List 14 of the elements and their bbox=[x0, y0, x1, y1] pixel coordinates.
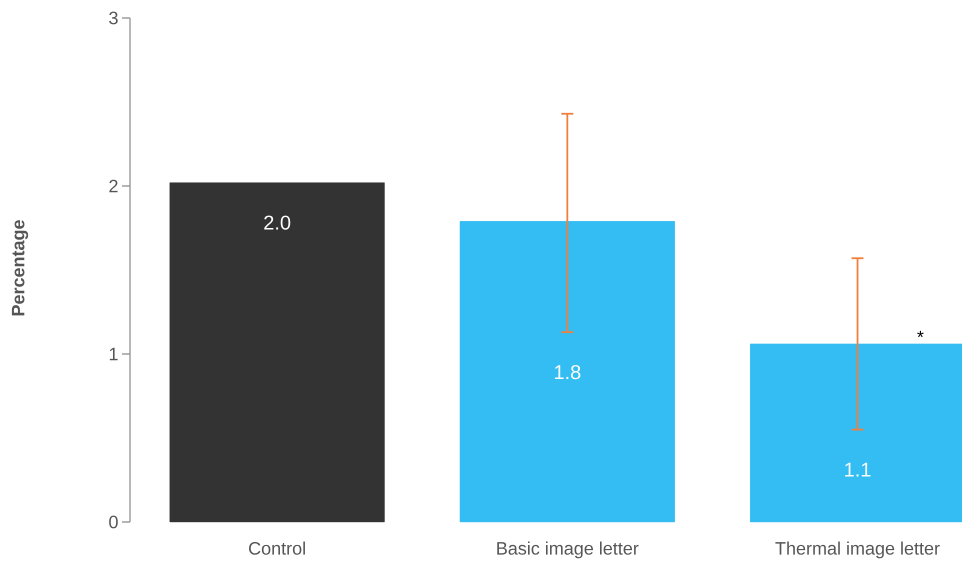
bar bbox=[170, 182, 385, 522]
x-tick-label: Thermal image letter bbox=[775, 542, 940, 558]
x-tick-label: Basic image letter bbox=[497, 542, 639, 558]
y-tick-label: 0 bbox=[109, 516, 118, 528]
data-label: 2.0 bbox=[264, 216, 290, 230]
annotation: * bbox=[917, 330, 924, 338]
data-label: 1.8 bbox=[554, 365, 580, 380]
y-axis-title: Percentage bbox=[12, 220, 28, 316]
bar bbox=[460, 221, 675, 522]
y-tick-label: 2 bbox=[109, 180, 118, 192]
y-tick-label: 1 bbox=[110, 348, 118, 360]
data-label: 1.1 bbox=[845, 462, 870, 476]
y-tick-label: 3 bbox=[109, 12, 118, 24]
x-tick-label: Control bbox=[249, 542, 305, 555]
